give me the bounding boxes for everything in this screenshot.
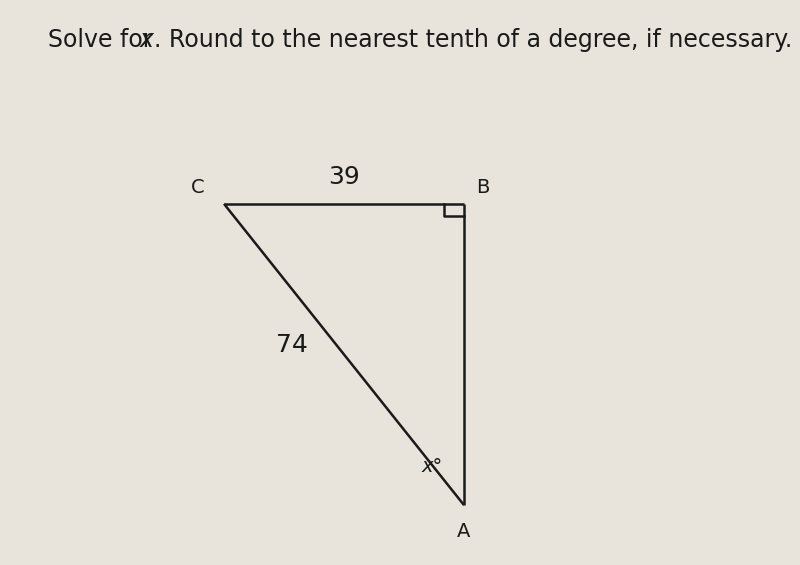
Text: 39: 39 [328,166,360,189]
Text: . Round to the nearest tenth of a degree, if necessary.: . Round to the nearest tenth of a degree… [154,28,793,51]
Text: A: A [458,522,470,541]
Text: x: x [140,28,154,51]
Text: 74: 74 [276,333,308,357]
Text: x°: x° [422,457,442,476]
Text: B: B [476,177,490,197]
Text: C: C [190,177,204,197]
Text: Solve for: Solve for [48,28,160,51]
